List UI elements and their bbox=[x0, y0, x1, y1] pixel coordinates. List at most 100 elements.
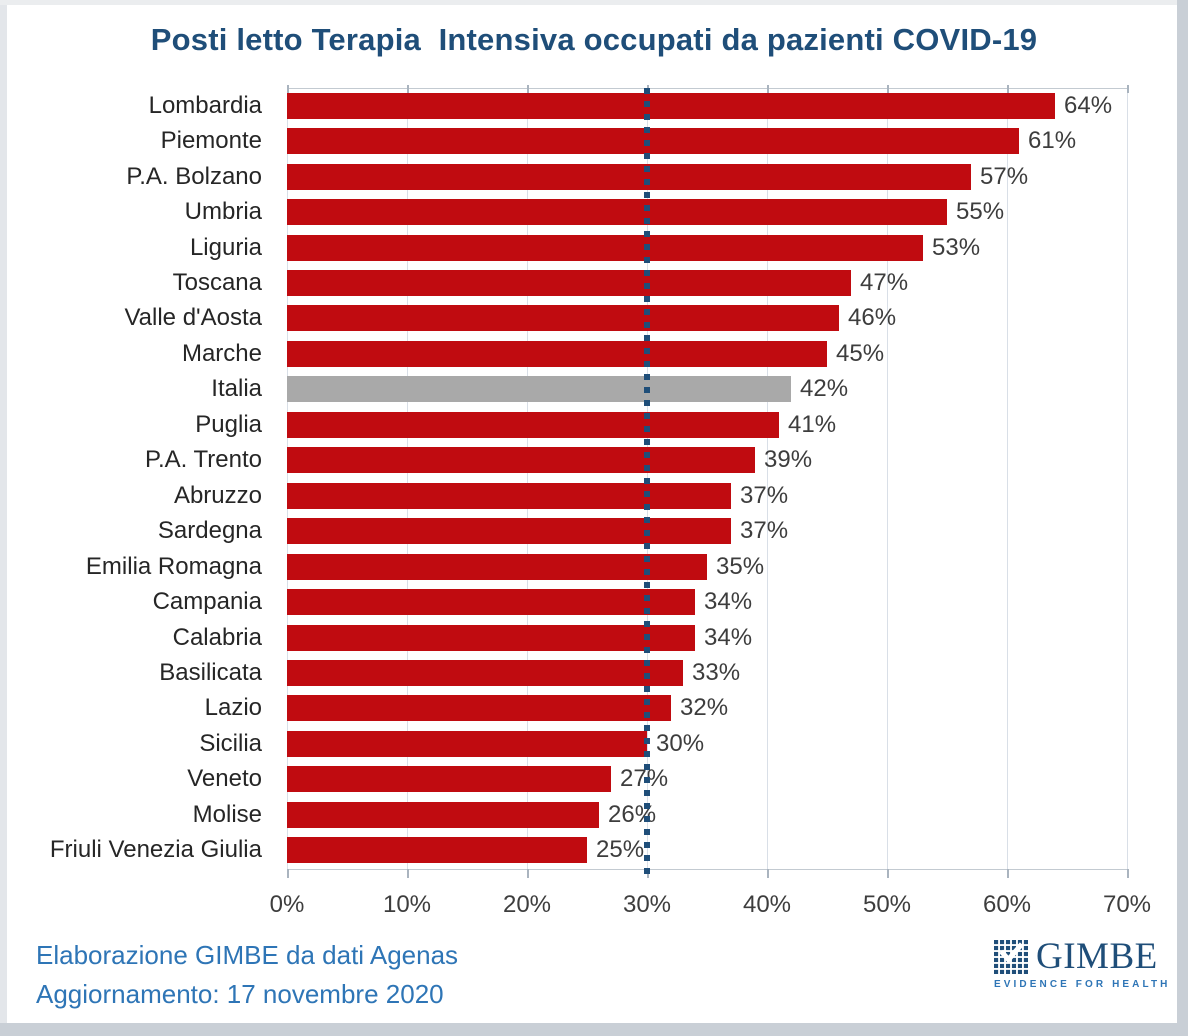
category-label: Basilicata bbox=[159, 658, 262, 686]
bar-track: 55% bbox=[287, 194, 1127, 229]
bar-track: 27% bbox=[287, 762, 1127, 797]
bar-row: Friuli Venezia Giulia 25% bbox=[0, 833, 1127, 868]
footer-source: Elaborazione GIMBE da dati Agenas bbox=[36, 940, 459, 970]
bar-track: 37% bbox=[287, 513, 1127, 548]
category-label: Italia bbox=[211, 375, 262, 403]
value-label: 46% bbox=[848, 304, 897, 332]
bar-track: 57% bbox=[287, 159, 1127, 194]
value-label: 42% bbox=[800, 375, 849, 403]
bar-row: Emilia Romagna 35% bbox=[0, 549, 1127, 584]
bar-row: Valle d'Aosta 46% bbox=[0, 301, 1127, 336]
gimbe-logo-text: GIMBE bbox=[1036, 936, 1158, 977]
x-tick-label: 50% bbox=[862, 891, 912, 918]
bar bbox=[287, 553, 707, 580]
axis-tick-bottom bbox=[526, 869, 529, 878]
bar-row: Basilicata 33% bbox=[0, 655, 1127, 690]
bar bbox=[287, 695, 671, 722]
value-label: 53% bbox=[932, 233, 981, 261]
category-label: Umbria bbox=[184, 198, 262, 226]
category-label: Abruzzo bbox=[173, 481, 262, 509]
bar bbox=[287, 128, 1019, 155]
bar-track: 46% bbox=[287, 301, 1127, 336]
bar-track: 32% bbox=[287, 691, 1127, 726]
bar-track: 26% bbox=[287, 797, 1127, 832]
bar-row: Marche 45% bbox=[0, 336, 1127, 371]
bar bbox=[287, 163, 971, 190]
bar-row: P.A. Trento 39% bbox=[0, 443, 1127, 478]
value-label: 33% bbox=[692, 658, 741, 686]
axis-tick-bottom bbox=[286, 869, 289, 878]
bar bbox=[287, 340, 827, 367]
axis-tick-bottom bbox=[1006, 869, 1009, 878]
bar bbox=[287, 801, 599, 828]
bar bbox=[287, 837, 587, 864]
gridline bbox=[767, 89, 768, 869]
bar bbox=[287, 730, 647, 757]
gridline bbox=[1007, 89, 1008, 869]
bar-track: 45% bbox=[287, 336, 1127, 371]
axis-tick-top bbox=[286, 85, 289, 93]
bar-track: 41% bbox=[287, 407, 1127, 442]
gridline bbox=[407, 89, 408, 869]
category-label: Campania bbox=[152, 588, 262, 616]
bar-track: 61% bbox=[287, 123, 1127, 158]
x-tick-label: 40% bbox=[742, 891, 792, 918]
value-label: 37% bbox=[740, 481, 789, 509]
category-label: Lazio bbox=[204, 694, 262, 722]
axis-tick-bottom bbox=[886, 869, 889, 878]
bar-track: 25% bbox=[287, 833, 1127, 868]
axis-tick-bottom bbox=[1126, 869, 1129, 878]
axis-tick-top bbox=[1006, 85, 1009, 93]
category-label: Sardegna bbox=[157, 517, 262, 545]
threshold-line bbox=[644, 88, 650, 876]
bar bbox=[287, 199, 947, 226]
value-label: 45% bbox=[836, 339, 885, 367]
axis-tick-top bbox=[406, 85, 409, 93]
value-label: 55% bbox=[956, 198, 1005, 226]
bar-track: 42% bbox=[287, 372, 1127, 407]
bar bbox=[287, 659, 683, 686]
bar-row: Abruzzo 37% bbox=[0, 478, 1127, 513]
bar-row: Veneto 27% bbox=[0, 762, 1127, 797]
frame-bottom bbox=[0, 1023, 1188, 1036]
value-label: 39% bbox=[764, 446, 813, 474]
category-label: Calabria bbox=[172, 623, 262, 651]
bar-row: Campania 34% bbox=[0, 584, 1127, 619]
bar bbox=[287, 589, 695, 616]
value-label: 61% bbox=[1028, 127, 1077, 155]
value-label: 35% bbox=[716, 552, 765, 580]
value-label: 64% bbox=[1064, 91, 1113, 119]
bar-row: Sardegna 37% bbox=[0, 513, 1127, 548]
bar-row: Italia 42% bbox=[0, 372, 1127, 407]
gridline bbox=[527, 89, 528, 869]
axis-tick-bottom bbox=[406, 869, 409, 878]
gimbe-dotgrid-check-icon bbox=[994, 939, 1028, 974]
axis-tick-top bbox=[526, 85, 529, 93]
category-label: Marche bbox=[181, 339, 262, 367]
chart-title: Posti letto Terapia Intensiva occupati d… bbox=[150, 22, 1038, 57]
bar-track: 39% bbox=[287, 443, 1127, 478]
frame-left bbox=[0, 0, 7, 1036]
frame-right bbox=[1177, 0, 1188, 1036]
bar-row: Liguria 53% bbox=[0, 230, 1127, 265]
axis-tick-bottom bbox=[766, 869, 769, 878]
category-label: Piemonte bbox=[160, 127, 262, 155]
bar bbox=[287, 482, 731, 509]
category-label: Toscana bbox=[172, 268, 262, 296]
bar-track: 37% bbox=[287, 478, 1127, 513]
bar bbox=[287, 269, 851, 296]
footer: Elaborazione GIMBE da dati Agenas Aggior… bbox=[36, 936, 458, 1014]
bar-track: 53% bbox=[287, 230, 1127, 265]
bar bbox=[287, 234, 923, 261]
bar-row: Molise 26% bbox=[0, 797, 1127, 832]
x-tick-label: 0% bbox=[269, 891, 305, 918]
bar-row: P.A. Bolzano 57% bbox=[0, 159, 1127, 194]
category-label: Friuli Venezia Giulia bbox=[49, 836, 262, 864]
value-label: 34% bbox=[704, 623, 753, 651]
bar bbox=[287, 518, 731, 545]
bar-row: Puglia 41% bbox=[0, 407, 1127, 442]
bar-track: 64% bbox=[287, 88, 1127, 123]
bar-row: Calabria 34% bbox=[0, 620, 1127, 655]
gridline bbox=[287, 89, 288, 869]
gridline bbox=[887, 89, 888, 869]
